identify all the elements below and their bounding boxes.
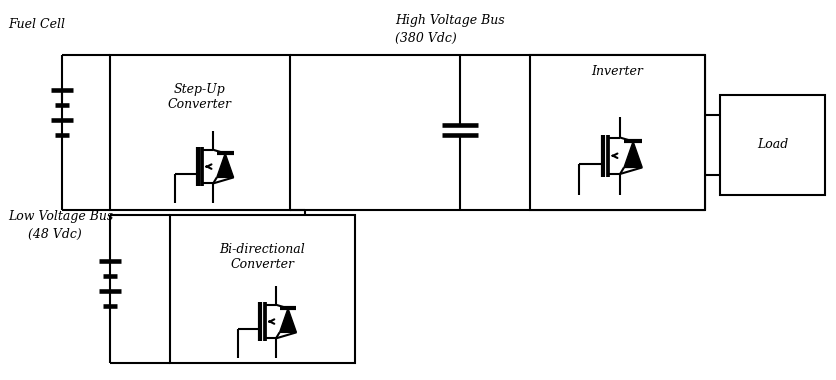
- Text: High Voltage Bus: High Voltage Bus: [395, 14, 505, 27]
- Text: (380 Vdc): (380 Vdc): [395, 32, 456, 45]
- Text: (48 Vdc): (48 Vdc): [28, 228, 82, 241]
- Bar: [530, 55, 705, 210]
- Bar: [110, 55, 290, 210]
- Polygon shape: [217, 154, 233, 177]
- Polygon shape: [624, 141, 642, 168]
- Text: Fuel Cell: Fuel Cell: [8, 18, 65, 31]
- Text: Bi-directional
Converter: Bi-directional Converter: [220, 243, 305, 271]
- Text: Step-Up
Converter: Step-Up Converter: [168, 83, 232, 111]
- Bar: [170, 215, 355, 363]
- Text: Low Voltage Bus: Low Voltage Bus: [8, 210, 113, 223]
- Text: Inverter: Inverter: [592, 65, 644, 78]
- Bar: [720, 95, 825, 195]
- Text: Load: Load: [757, 138, 788, 152]
- Polygon shape: [279, 308, 297, 332]
